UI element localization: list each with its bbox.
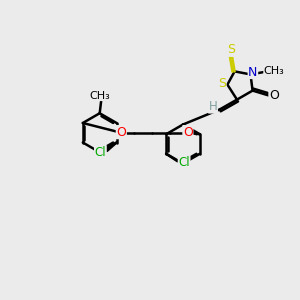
Text: CH₃: CH₃ [264,66,285,76]
Text: S: S [228,43,236,56]
Text: O: O [116,126,126,139]
Text: O: O [269,89,279,102]
Text: N: N [248,65,258,79]
Text: Cl: Cl [94,146,106,159]
Text: Cl: Cl [178,156,190,169]
Text: CH₃: CH₃ [89,91,110,100]
Text: S: S [218,76,226,90]
Text: H: H [208,100,217,113]
Text: O: O [183,126,193,139]
